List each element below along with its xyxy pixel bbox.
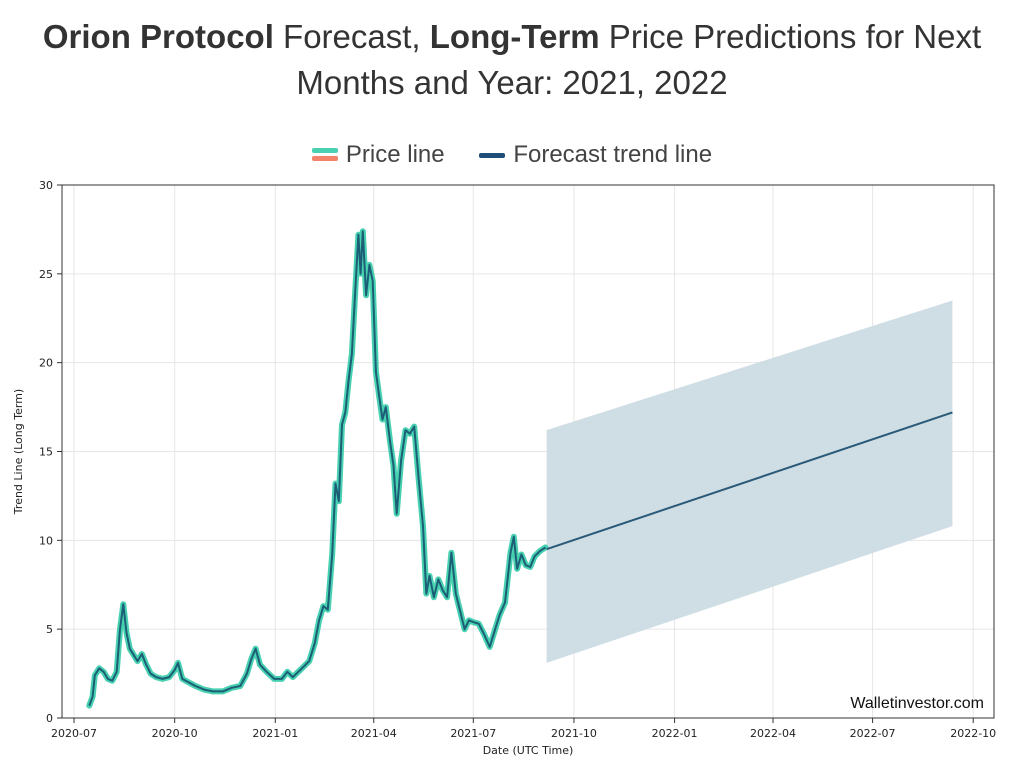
price-forecast-chart: 0 5 10 15 20 25 30 2020-07 2020-10 2021-01 2021-04… — [12, 179, 996, 757]
y-tick-label: 30 — [39, 179, 53, 192]
price-line-swatch-icon — [311, 148, 338, 162]
chart-title: Orion Protocol Forecast, Long-Term Price… — [0, 14, 1024, 106]
forecast-trend-swatch-icon — [479, 148, 506, 162]
title-long-term: Long-Term — [429, 18, 600, 55]
chart-title-line2: Months and Year: 2021, 2022 — [296, 64, 728, 101]
legend-label-price-line: Price line — [345, 140, 445, 168]
x-tick-label: 2022-04 — [750, 727, 796, 740]
x-tick-label: 2021-04 — [351, 727, 397, 740]
x-tick-label: 2020-10 — [152, 727, 198, 740]
x-tick-label: 2021-10 — [551, 727, 597, 740]
x-tick-label: 2021-01 — [252, 727, 298, 740]
y-tick-label: 25 — [39, 268, 53, 281]
price-line-series — [86, 228, 549, 709]
forecast-trend-series — [546, 411, 953, 551]
x-tick-label: 2021-07 — [450, 727, 496, 740]
y-tick-label: 15 — [39, 446, 53, 459]
legend-label-forecast-trend: Forecast trend line — [513, 140, 713, 168]
y-tick-label: 10 — [39, 534, 53, 547]
chart-legend: Price line Forecast trend line — [0, 140, 1024, 169]
x-tick-label: 2022-10 — [950, 727, 996, 740]
legend-item-price-line: Price line — [311, 140, 445, 169]
x-tick-label: 2022-01 — [652, 727, 698, 740]
y-tick-label: 5 — [46, 623, 53, 636]
y-tick-label: 20 — [39, 357, 53, 370]
forecast-trend-line — [546, 411, 953, 551]
title-text-predictions: Price Predictions for Next — [599, 18, 982, 55]
chart-title-line1: Orion Protocol Forecast, Long-Term Price… — [0, 14, 1024, 60]
axis-ticks: 0 5 10 15 20 25 30 2020-07 2020-10 2021-01 2021-04… — [39, 179, 996, 740]
y-axis-label: Trend Line (Long Term) — [12, 389, 25, 515]
y-tick-label: 0 — [46, 712, 53, 725]
x-axis-label: Date (UTC Time) — [483, 744, 574, 757]
title-coin-name: Orion Protocol — [42, 18, 274, 55]
price-line-inner — [88, 230, 547, 706]
legend-item-forecast-trend: Forecast trend line — [479, 141, 712, 169]
x-tick-label: 2022-07 — [850, 727, 896, 740]
watermark-text: Walletinvestor.com — [850, 695, 984, 712]
x-tick-label: 2020-07 — [51, 727, 97, 740]
title-text-forecast: Forecast, — [273, 18, 430, 55]
